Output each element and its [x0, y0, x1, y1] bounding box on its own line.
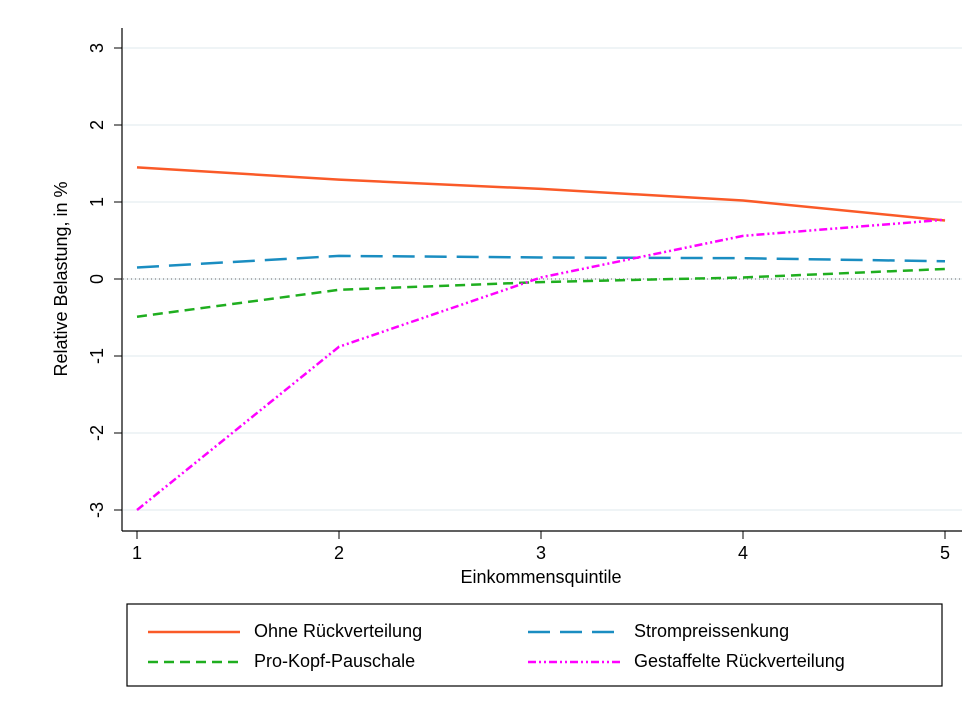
- x-tick-label: 5: [940, 543, 950, 563]
- series-line: [136, 218, 946, 511]
- x-tick-label: 2: [334, 543, 344, 563]
- legend-label: Strompreissenkung: [634, 621, 789, 641]
- y-axis-title: Relative Belastung, in %: [51, 181, 71, 376]
- y-tick-label: 0: [87, 274, 107, 284]
- legend-label: Ohne Rückverteilung: [254, 621, 422, 641]
- y-tick-label: 1: [87, 197, 107, 207]
- series-line: [136, 267, 946, 318]
- y-tick-label: -3: [87, 502, 107, 518]
- legend-label: Pro-Kopf-Pauschale: [254, 651, 415, 671]
- legend: [126, 603, 943, 687]
- y-tick-label: -2: [87, 425, 107, 441]
- x-tick-label: 1: [132, 543, 142, 563]
- legend-label: Gestaffelte Rückverteilung: [634, 651, 845, 671]
- series-line: [136, 166, 946, 222]
- y-tick-label: 2: [87, 120, 107, 130]
- x-axis-title: Einkommensquintile: [460, 567, 621, 587]
- y-tick-label: -1: [87, 348, 107, 364]
- x-tick-label: 4: [738, 543, 748, 563]
- x-tick-label: 3: [536, 543, 546, 563]
- y-tick-label: 3: [87, 43, 107, 53]
- series-line: [136, 254, 946, 269]
